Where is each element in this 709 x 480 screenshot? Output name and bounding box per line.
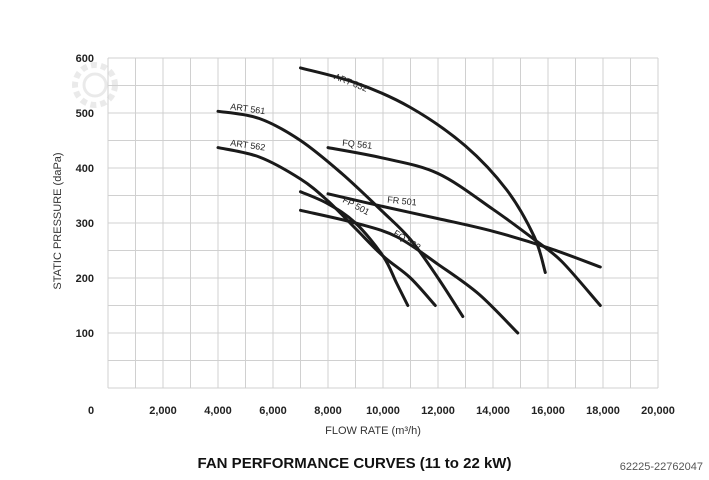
curve-label-fr-501: FR 501 [387,195,417,208]
curve-fq-562 [299,208,520,335]
plot-grid [107,57,659,389]
x-tick-label: 6,000 [259,405,287,417]
curve-label-art-632: ART 632 [333,71,369,93]
y-axis-title: STATIC PRESSURE (daPa) [52,152,64,289]
y-tick-label: 400 [76,163,94,175]
x-axis-title: FLOW RATE (m³/h) [325,425,421,437]
fan-curves [216,66,602,335]
y-axis-ticks: 100 200 300 400 500 600 [76,53,94,340]
curve-art-632 [299,66,547,274]
x-tick-label: 4,000 [204,405,232,417]
y-tick-label: 200 [76,273,94,285]
curve-art-561 [216,109,465,318]
chart-title: FAN PERFORMANCE CURVES (11 to 22 kW) [197,455,512,472]
x-tick-label: 20,000 [641,405,675,417]
x-tick-label: 0 [88,405,94,417]
curve-label-fq-562: FQ 562 [392,228,423,252]
curve-art-562 [216,146,437,307]
curve-fr-501 [326,192,602,269]
curve-label-art-561: ART 561 [230,101,266,116]
x-tick-label: 2,000 [149,405,177,417]
image-reference-code: 62225-22762047 [619,461,703,473]
curve-fq-561 [326,146,602,307]
x-tick-label: 8,000 [314,405,342,417]
y-tick-label: 600 [76,53,94,65]
curve-label-art-562: ART 562 [230,138,266,153]
x-tick-label: 14,000 [476,405,510,417]
x-tick-label: 18,000 [586,405,620,417]
y-tick-label: 300 [76,218,94,230]
x-axis-ticks: 0 2,000 4,000 6,000 8,000 10,000 12,000 14,000 1… [88,405,675,417]
curve-label-fq-561: FQ 561 [342,138,373,151]
x-tick-label: 16,000 [531,405,565,417]
y-tick-label: 100 [76,328,94,340]
x-tick-label: 12,000 [421,405,455,417]
curve-fp-501 [299,190,410,307]
y-tick-label: 500 [76,108,94,120]
x-tick-label: 10,000 [366,405,400,417]
